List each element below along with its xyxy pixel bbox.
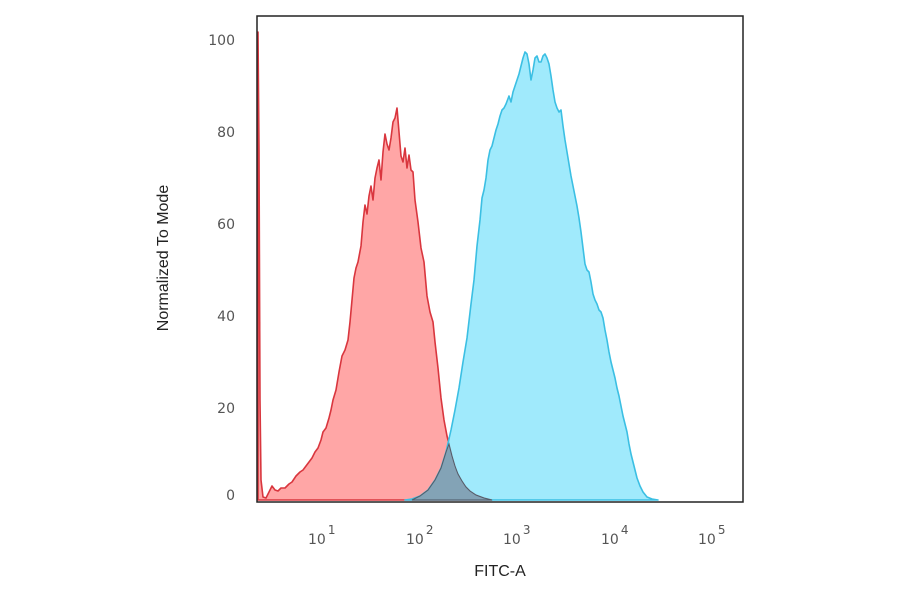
y-tick-0: 0 [226,488,235,504]
y-tick-60: 60 [217,217,235,233]
x-tick-10-1: 101 [308,523,335,548]
series-stained-area [404,51,659,501]
y-tick-40: 40 [217,309,235,325]
y-axis-label: Normalized To Mode [155,185,172,332]
plot-frame [256,15,744,503]
x-axis-label: FITC-A [474,563,526,580]
x-tick-10-2: 102 [406,523,433,548]
y-axis-ticks: 100 80 60 40 20 0 [208,33,235,504]
x-tick-10-5: 105 [698,523,725,548]
x-tick-10-4: 104 [601,523,628,548]
x-tick-10-3: 103 [503,523,530,548]
y-tick-100: 100 [208,33,235,49]
series-overlap [411,442,493,501]
series-isotype-area [257,31,493,501]
y-tick-20: 20 [217,401,235,417]
x-axis-ticks: 101 102 103 104 105 [308,523,725,548]
y-tick-80: 80 [217,125,235,141]
